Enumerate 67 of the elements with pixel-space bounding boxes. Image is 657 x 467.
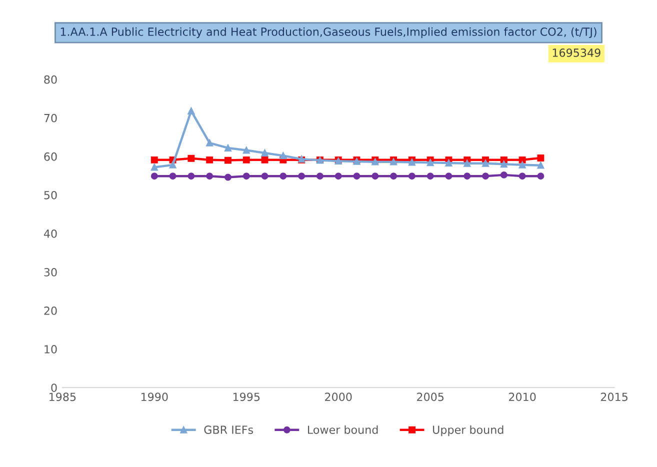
- point: [169, 172, 176, 180]
- point: [390, 172, 398, 180]
- point: [224, 174, 232, 181]
- y-tick-label: 10: [44, 345, 57, 354]
- legend-label: Upper bound: [433, 425, 504, 436]
- point: [150, 156, 158, 164]
- point: [242, 156, 250, 164]
- point: [537, 172, 544, 180]
- point: [537, 154, 544, 162]
- point: [426, 159, 434, 166]
- point: [353, 172, 360, 180]
- point: [464, 172, 471, 180]
- legend-label: GBR IEFs: [204, 426, 254, 434]
- point: [242, 172, 250, 180]
- point: [518, 156, 526, 164]
- point: [482, 160, 489, 167]
- point: [500, 160, 508, 168]
- point: [334, 172, 342, 180]
- point: [316, 172, 324, 180]
- point: [150, 172, 158, 180]
- point: [298, 172, 306, 180]
- y-tick-label: 60: [44, 152, 57, 161]
- x-tick-label: 2000: [325, 392, 352, 402]
- point: [537, 162, 544, 169]
- point: [206, 139, 214, 146]
- point: [426, 172, 434, 180]
- point: [224, 144, 232, 152]
- y-tick-label: 0: [51, 384, 57, 392]
- point: [464, 160, 471, 167]
- point: [188, 154, 195, 162]
- legend-label: Lower bound: [308, 425, 378, 434]
- point: [280, 152, 287, 160]
- point: [169, 161, 176, 168]
- point: [242, 146, 250, 154]
- point: [482, 172, 489, 180]
- point: [261, 150, 268, 156]
- point: [206, 172, 214, 180]
- point: [518, 161, 526, 168]
- point: [280, 172, 287, 180]
- point: [408, 158, 416, 166]
- point: [224, 156, 232, 164]
- point: [445, 160, 452, 166]
- x-tick-label: 1985: [49, 392, 76, 402]
- point: [261, 172, 268, 180]
- y-tick-label: 70: [44, 114, 57, 122]
- point: [408, 172, 416, 180]
- y-tick-label: 40: [44, 229, 57, 238]
- x-tick-label: 2015: [600, 392, 628, 402]
- x-tick-label: 2010: [508, 392, 536, 402]
- y-tick-label: 30: [44, 268, 57, 276]
- x-tick-label: 2005: [417, 392, 444, 402]
- y-tick-label: 20: [44, 306, 57, 315]
- y-tick-label: 50: [44, 190, 57, 200]
- chart-title: 1.AA.1.A Public Electricity and Heat Production,Gaseous Fuels,Implied emission factor CO2, (t/TJ): [60, 27, 596, 38]
- x-tick-label: 1990: [141, 392, 168, 402]
- point: [150, 164, 158, 171]
- point: [445, 172, 452, 180]
- point: [188, 108, 195, 114]
- point: [206, 156, 214, 164]
- point: [500, 171, 508, 178]
- point: [188, 172, 195, 180]
- text: 1695349: [552, 48, 600, 57]
- point: [261, 156, 268, 164]
- point: [518, 172, 526, 180]
- point: [372, 172, 379, 180]
- x-tick-label: 1995: [233, 392, 260, 402]
- y-tick-label: 80: [44, 75, 57, 84]
